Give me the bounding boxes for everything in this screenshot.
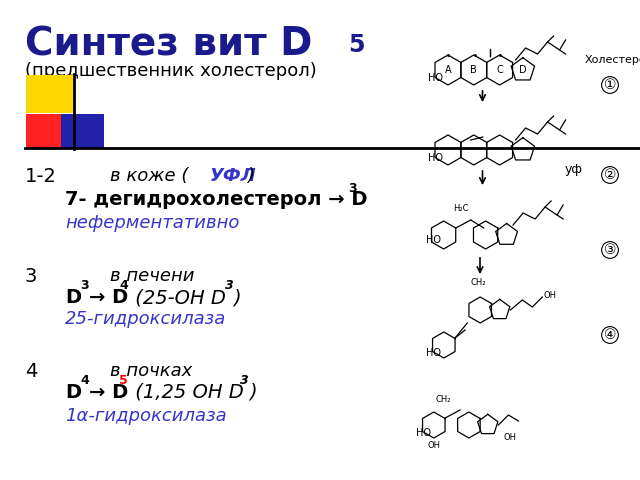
Text: 4: 4 [80, 374, 89, 387]
Text: (1,25 ОН D: (1,25 ОН D [129, 383, 244, 402]
Text: (25-OH D: (25-OH D [129, 288, 226, 307]
Text: 25-гидроксилаза: 25-гидроксилаза [65, 310, 227, 328]
Text: 3: 3 [240, 374, 249, 387]
Text: ④: ④ [604, 328, 616, 342]
Text: неферментативно: неферментативно [65, 214, 239, 232]
Text: OH: OH [504, 432, 516, 442]
Text: → D: → D [89, 288, 128, 307]
Text: 3: 3 [80, 279, 88, 292]
Text: 1α-гидроксилаза: 1α-гидроксилаза [65, 407, 227, 425]
Text: ): ) [247, 167, 254, 185]
Text: HO: HO [416, 428, 431, 438]
Text: CH₂: CH₂ [470, 278, 486, 287]
Bar [61, 114, 104, 149]
Text: H₂C: H₂C [454, 204, 469, 213]
Text: 4: 4 [119, 279, 128, 292]
Text: 3: 3 [225, 279, 234, 292]
Text: HO: HO [428, 153, 443, 163]
Text: в коже (: в коже ( [110, 167, 188, 185]
Text: Холестерол: Холестерол [585, 55, 640, 65]
Text: в почках: в почках [110, 362, 192, 380]
Text: OH: OH [543, 291, 556, 300]
Text: B: B [470, 65, 477, 75]
Text: Синтез вит D: Синтез вит D [25, 25, 312, 63]
Text: 4: 4 [25, 362, 37, 381]
Text: в печени: в печени [110, 267, 195, 285]
Text: (предшественник холестерол): (предшественник холестерол) [25, 62, 317, 80]
Text: 1-2: 1-2 [25, 167, 57, 186]
Text: 5: 5 [119, 374, 128, 387]
Bar [26, 114, 61, 149]
Text: ): ) [233, 288, 241, 307]
Bar [26, 75, 74, 113]
Text: OH: OH [428, 441, 440, 450]
Text: УФЛ: УФЛ [210, 167, 257, 185]
Text: ③: ③ [604, 243, 616, 257]
Text: A: A [445, 65, 451, 75]
Text: ): ) [249, 383, 257, 402]
Text: уф: уф [565, 164, 583, 177]
Text: ①: ① [604, 78, 616, 92]
Text: 7- дегидрохолестерол → D: 7- дегидрохолестерол → D [65, 190, 367, 209]
Text: ②: ② [604, 168, 616, 182]
Text: 3: 3 [25, 267, 37, 286]
Text: 5: 5 [348, 33, 365, 57]
Text: → D: → D [89, 383, 128, 402]
Text: HO: HO [426, 235, 440, 245]
Text: CH₂: CH₂ [436, 395, 451, 404]
Text: D: D [65, 383, 81, 402]
Text: D: D [65, 288, 81, 307]
Text: D: D [519, 65, 527, 75]
Text: HO: HO [428, 73, 443, 83]
Text: C: C [496, 65, 503, 75]
Text: 3: 3 [348, 182, 356, 195]
Text: HO: HO [426, 348, 441, 358]
